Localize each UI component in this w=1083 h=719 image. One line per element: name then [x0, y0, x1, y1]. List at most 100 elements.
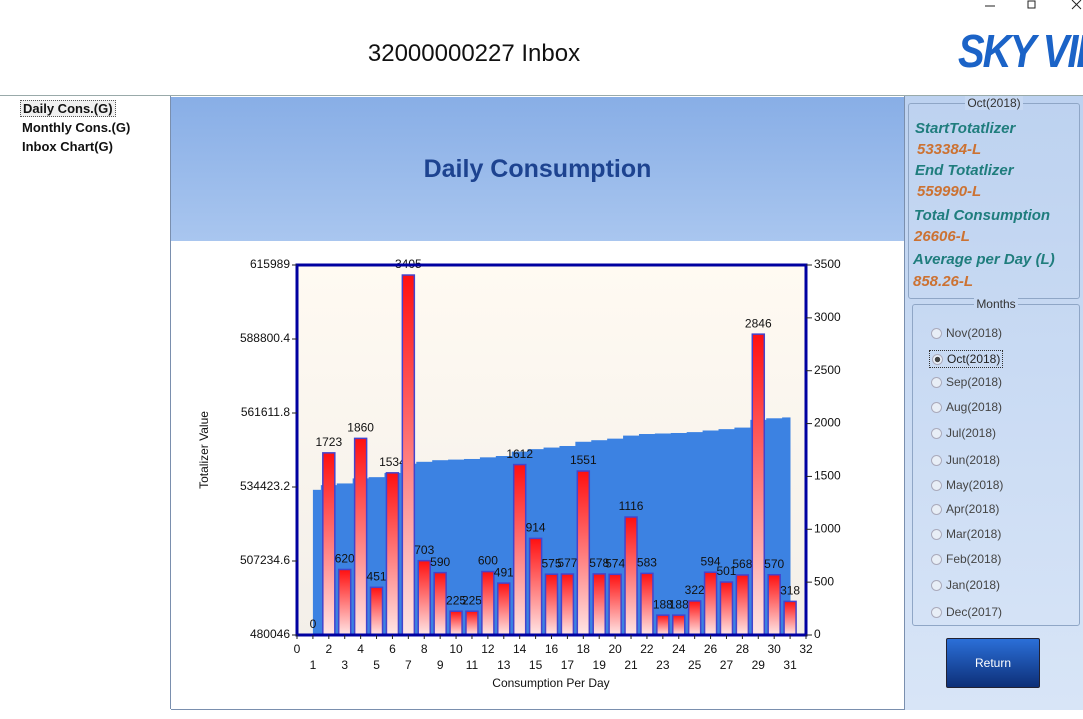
radio-dot[interactable]	[931, 376, 942, 388]
month-radio[interactable]: Feb(2018)	[931, 552, 1001, 566]
bar-value-label: 451	[367, 569, 387, 583]
bar-value-label: 318	[780, 584, 800, 598]
x-tick-label: 23	[656, 658, 670, 672]
bar	[672, 614, 686, 636]
x-tick-label: 7	[405, 658, 412, 672]
stat-label: Average per Day (L)	[913, 251, 1055, 268]
month-label[interactable]: Sep(2018)	[946, 375, 1003, 389]
month-radio[interactable]: Jun(2018)	[931, 453, 1000, 467]
bar-value-label: 600	[478, 554, 498, 568]
return-button[interactable]: Return	[946, 638, 1040, 688]
window-title: 32000000227 Inbox	[367, 40, 581, 67]
content-panel	[171, 96, 905, 710]
x-tick-label: 11	[466, 658, 479, 672]
x-tick-label: 22	[640, 642, 654, 656]
month-label[interactable]: Aug(2018)	[946, 400, 1003, 414]
y2-tick-label: 3500	[814, 257, 841, 271]
bar-value-label: 188	[653, 597, 673, 611]
month-label[interactable]: Jan(2018)	[946, 578, 1001, 592]
banner	[171, 97, 904, 241]
nav-item[interactable]: Inbox Chart(G)	[22, 139, 113, 154]
radio-dot[interactable]	[931, 479, 942, 491]
y2-tick-label: 3000	[814, 310, 841, 324]
radio-dot[interactable]	[931, 606, 942, 618]
x-tick-label: 32	[799, 642, 813, 656]
y2-tick-label: 2000	[814, 416, 841, 430]
y-tick-label: 507234.6	[240, 553, 290, 567]
month-label[interactable]: Apr(2018)	[946, 502, 1000, 516]
area-step	[670, 432, 688, 635]
month-label[interactable]: Mar(2018)	[946, 527, 1002, 541]
bar	[592, 573, 606, 636]
x-axis-title: Consumption Per Day	[492, 676, 609, 690]
month-radio[interactable]: Oct(2018)	[929, 350, 1004, 368]
month-radio[interactable]: Mar(2018)	[931, 527, 1001, 541]
y2-tick-label: 1000	[814, 521, 841, 535]
bar	[385, 472, 400, 636]
restore-button[interactable]	[1027, 0, 1036, 9]
radio-dot[interactable]	[931, 503, 942, 515]
radio-dot[interactable]	[931, 553, 942, 565]
month-radio[interactable]: Dec(2017)	[931, 605, 1002, 619]
stat-label: StartTotatlizer	[915, 120, 1016, 137]
month-radio[interactable]: Nov(2018)	[931, 326, 1002, 340]
nav-item[interactable]: Monthly Cons.(G)	[22, 120, 131, 135]
bar	[767, 573, 781, 636]
bar-value-label: 1534	[379, 455, 406, 469]
bar-value-label: 322	[685, 583, 705, 597]
month-radio[interactable]: May(2018)	[931, 478, 1003, 492]
bar-value-label: 491	[494, 565, 514, 579]
radio-dot[interactable]	[931, 579, 942, 591]
month-radio[interactable]: Apr(2018)	[931, 502, 999, 516]
y-tick-label: 480046	[250, 627, 290, 641]
month-radio[interactable]: Jan(2018)	[931, 578, 1000, 592]
months-group: Months Nov(2018) Oct(2018) Sep(2018) Aug(20…	[912, 297, 1080, 626]
month-label[interactable]: Jun(2018)	[946, 453, 1001, 467]
group-title: Oct(2018)	[965, 96, 1023, 110]
nav-item[interactable]: Daily Cons.(G)	[20, 100, 116, 117]
month-label[interactable]: Oct(2018)	[947, 352, 1001, 366]
month-label[interactable]: Dec(2017)	[946, 605, 1003, 619]
stat-value: 533384-L	[917, 141, 982, 158]
x-tick-label: 5	[373, 658, 380, 672]
month-radio[interactable]: Aug(2018)	[931, 400, 1002, 414]
radio-dot[interactable]	[932, 353, 943, 365]
x-tick-label: 9	[437, 658, 444, 672]
window-controls	[985, 0, 1082, 10]
close-button[interactable]	[1071, 0, 1082, 10]
bar-value-label: 1551	[570, 453, 597, 467]
bar	[417, 559, 431, 636]
x-tick-label: 2	[325, 642, 332, 656]
y2-tick-label: 1500	[814, 469, 841, 483]
y-tick-label: 534423.2	[240, 479, 290, 493]
radio-dot[interactable]	[931, 427, 942, 439]
x-tick-label: 16	[545, 642, 559, 656]
month-radio[interactable]: Jul(2018)	[931, 426, 996, 440]
bar	[369, 586, 384, 636]
bar	[703, 571, 718, 636]
month-label[interactable]: Feb(2018)	[946, 552, 1002, 566]
month-label[interactable]: Nov(2018)	[946, 326, 1003, 340]
bar	[608, 573, 622, 636]
bar	[481, 570, 495, 636]
x-tick-label: 20	[608, 642, 622, 656]
x-tick-label: 27	[720, 658, 734, 672]
radio-dot[interactable]	[931, 528, 942, 540]
group-title: Months	[974, 297, 1018, 311]
bar-value-label: 703	[414, 543, 434, 557]
stat-value: 26606-L	[914, 228, 970, 245]
chart: 0172362018604511534340570359022522560049…	[197, 257, 841, 690]
month-radio[interactable]: Sep(2018)	[931, 375, 1002, 389]
x-tick-label: 26	[704, 642, 718, 656]
y-tick-label: 561611.8	[241, 405, 290, 419]
radio-dot[interactable]	[931, 454, 942, 466]
radio-dot[interactable]	[931, 327, 942, 339]
month-label[interactable]: May(2018)	[946, 478, 1004, 492]
bar-value-label: 0	[310, 617, 317, 631]
month-label[interactable]: Jul(2018)	[946, 426, 997, 440]
stat-label: Total Consumption	[914, 207, 1051, 224]
radio-dot[interactable]	[931, 401, 942, 413]
x-tick-label: 19	[593, 658, 607, 672]
bar	[751, 333, 766, 636]
